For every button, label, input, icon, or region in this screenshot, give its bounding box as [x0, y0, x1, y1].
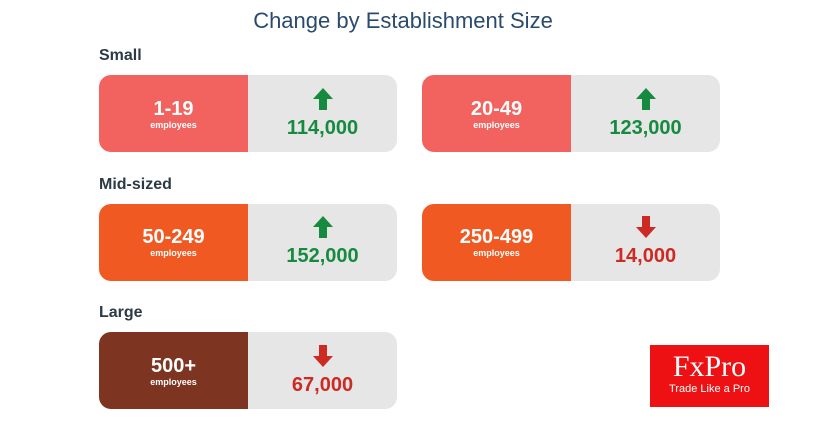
- size-unit: employees: [150, 376, 197, 387]
- logo-tagline: Trade Like a Pro: [669, 383, 750, 395]
- size-card: 1-19 employees 114,000: [99, 75, 397, 152]
- change-panel: 152,000: [248, 203, 397, 281]
- size-label: 50-249 employees: [99, 203, 248, 281]
- page-title: Change by Establishment Size: [253, 8, 553, 33]
- size-range: 250-499: [459, 226, 534, 248]
- section-label: Small: [99, 47, 142, 64]
- change-panel: 114,000: [248, 75, 397, 152]
- size-label: 20-49 employees: [422, 75, 571, 152]
- size-label: 1-19 employees: [99, 75, 248, 152]
- change-panel: 14,000: [571, 203, 720, 281]
- size-label: 500+ employees: [99, 332, 248, 409]
- size-range: 500+: [150, 354, 197, 377]
- change-value: 123,000: [609, 116, 682, 139]
- size-unit: employees: [150, 119, 197, 130]
- change-panel: 67,000: [248, 332, 397, 409]
- change-value: 114,000: [286, 116, 359, 139]
- size-unit: employees: [473, 119, 520, 130]
- size-label: 250-499 employees: [422, 203, 571, 281]
- fxpro-logo: FxPro Trade Like a Pro: [650, 345, 769, 407]
- arrow-up-icon: [312, 87, 333, 115]
- arrow-up-icon: [312, 216, 333, 243]
- arrow-down-icon: [635, 216, 656, 243]
- change-panel: 123,000: [571, 75, 720, 152]
- change-value: 67,000: [291, 373, 354, 396]
- size-range: 50-249: [142, 226, 205, 248]
- change-value: 152,000: [286, 245, 359, 267]
- size-unit: employees: [473, 248, 520, 258]
- size-range: 20-49: [470, 97, 523, 120]
- arrow-down-icon: [312, 344, 333, 372]
- size-card: 250-499 employees 14,000: [422, 203, 720, 281]
- size-card: 500+ employees 67,000: [99, 332, 397, 409]
- size-range: 1-19: [153, 97, 194, 120]
- logo-name: FxPro: [672, 350, 747, 383]
- size-card: 50-249 employees 152,000: [99, 203, 397, 281]
- section-label: Large: [99, 304, 143, 321]
- arrow-up-icon: [635, 87, 656, 115]
- section-label: Mid-sized: [99, 175, 172, 193]
- change-value: 14,000: [614, 245, 677, 267]
- size-card: 20-49 employees 123,000: [422, 75, 720, 152]
- size-unit: employees: [150, 248, 197, 258]
